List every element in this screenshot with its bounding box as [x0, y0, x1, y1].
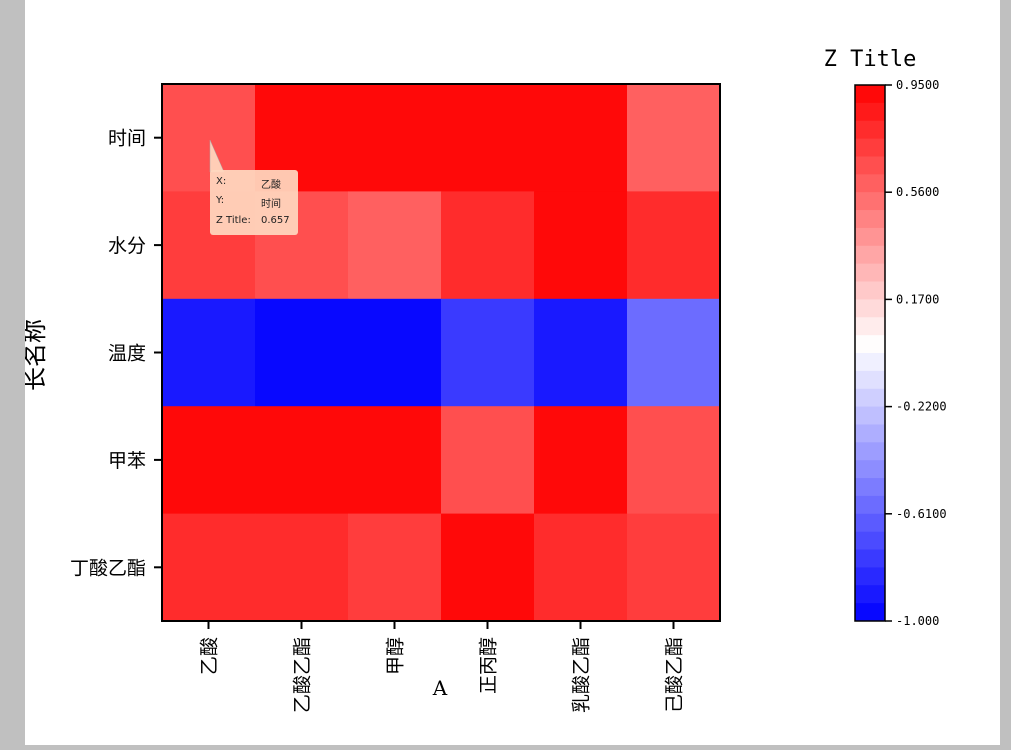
heatmap-cell	[162, 513, 256, 622]
y-tick-label: 丁酸乙酯	[70, 557, 146, 579]
colorbar-tick-label: -0.2200	[896, 400, 947, 414]
colorbar-level	[855, 120, 885, 140]
colorbar-level	[855, 299, 885, 318]
colorbar-level	[855, 263, 885, 283]
tooltip-x-label: X:	[216, 176, 227, 187]
y-tick-label: 水分	[108, 235, 146, 257]
colorbar-level	[855, 317, 885, 336]
heatmap-cell	[255, 298, 349, 407]
y-tick-label: 温度	[108, 343, 146, 365]
colorbar-level	[855, 495, 885, 515]
colorbar-tick-label: 0.1700	[896, 292, 939, 306]
heatmap-cell	[441, 298, 535, 407]
heatmap-cell	[627, 513, 721, 622]
heatmap-cell	[348, 513, 442, 622]
colorbar-level	[855, 353, 885, 372]
colorbar-level	[855, 174, 885, 193]
heatmap-cell	[627, 191, 721, 300]
x-tick-label: 甲醇	[385, 637, 407, 675]
heatmap-cell	[534, 84, 628, 192]
colorbar-level	[855, 102, 885, 122]
tooltip-y-value: 时间	[261, 199, 281, 210]
heatmap-cell	[627, 298, 721, 407]
x-axis-title: A	[432, 676, 448, 700]
y-tick-label: 甲苯	[108, 450, 146, 472]
colorbar-tick-label: 0.9500	[896, 78, 939, 92]
colorbar-level	[855, 478, 885, 497]
colorbar-level	[855, 585, 885, 604]
heatmap-cell	[162, 406, 256, 515]
x-tick-label: 乙酸	[199, 637, 221, 675]
colorbar-frame	[854, 84, 886, 622]
heatmap-cell	[348, 298, 442, 407]
heatmap-cell	[441, 191, 535, 300]
heatmap-cell	[255, 513, 349, 622]
heatmap-cell	[348, 84, 442, 192]
heatmap-cell	[348, 191, 442, 300]
tooltip-y-label: Y:	[216, 195, 225, 206]
colorbar-level	[855, 335, 885, 354]
colorbar-level	[855, 192, 885, 211]
colorbar-level	[855, 513, 885, 533]
colorbar-level	[855, 442, 885, 461]
x-tick-label: 己酸乙酯	[664, 637, 686, 713]
x-tick-label: 正丙醇	[478, 637, 500, 694]
heatmap-cell	[534, 298, 628, 407]
colorbar-level	[855, 245, 885, 265]
heatmap-cell	[441, 406, 535, 515]
heatmap-cell	[255, 406, 349, 515]
plot-page: 时间 水分 温度 甲苯 丁酸乙酯 乙酸 乙酸乙酯 甲醇 正丙醇 乳酸乙酯 己酸乙酯 A 长名称 0.950…	[25, 0, 1000, 745]
heatmap-cell	[534, 191, 628, 300]
heatmap-cell	[534, 406, 628, 515]
heatmap-cell	[348, 406, 442, 515]
colorbar-level	[855, 388, 885, 408]
colorbar-level	[855, 370, 885, 390]
colorbar-level	[855, 227, 885, 247]
x-tick-label: 乙酸乙酯	[292, 637, 314, 713]
colorbar-level	[855, 531, 885, 551]
y-axis-title: 长名称	[25, 319, 49, 391]
colorbar-level	[855, 424, 885, 443]
colorbar-level	[855, 156, 885, 175]
tooltip-z-value: 0.657	[261, 215, 290, 226]
colorbar-level	[855, 460, 885, 479]
colorbar-tick-label: 0.5600	[896, 185, 939, 199]
colorbar-level	[855, 567, 885, 586]
heatmap-cell	[441, 513, 535, 622]
heatmap-cell	[162, 298, 256, 407]
y-tick-label: 时间	[108, 128, 146, 150]
heatmap-cell	[627, 84, 721, 192]
heatmap-cell	[441, 84, 535, 192]
colorbar-level	[855, 210, 885, 229]
colorbar-level	[855, 603, 885, 622]
colorbar-tick-label: -0.6100	[896, 507, 947, 521]
colorbar-level	[855, 281, 885, 300]
data-tooltip: X: 乙酸 Y: 时间 Z Title: 0.657	[210, 170, 298, 235]
colorbar-tick-label: -1.000	[896, 614, 939, 628]
colorbar-title: Z Title	[824, 47, 917, 72]
heatmap-cell	[534, 513, 628, 622]
colorbar-level	[855, 549, 885, 568]
heatmap-cell	[627, 406, 721, 515]
colorbar-level	[855, 85, 885, 104]
tooltip-z-label: Z Title:	[216, 215, 251, 226]
tooltip-x-value: 乙酸	[261, 180, 281, 191]
x-tick-label: 乳酸乙酯	[571, 637, 593, 713]
colorbar-level	[855, 406, 885, 425]
colorbar-level	[855, 138, 885, 157]
